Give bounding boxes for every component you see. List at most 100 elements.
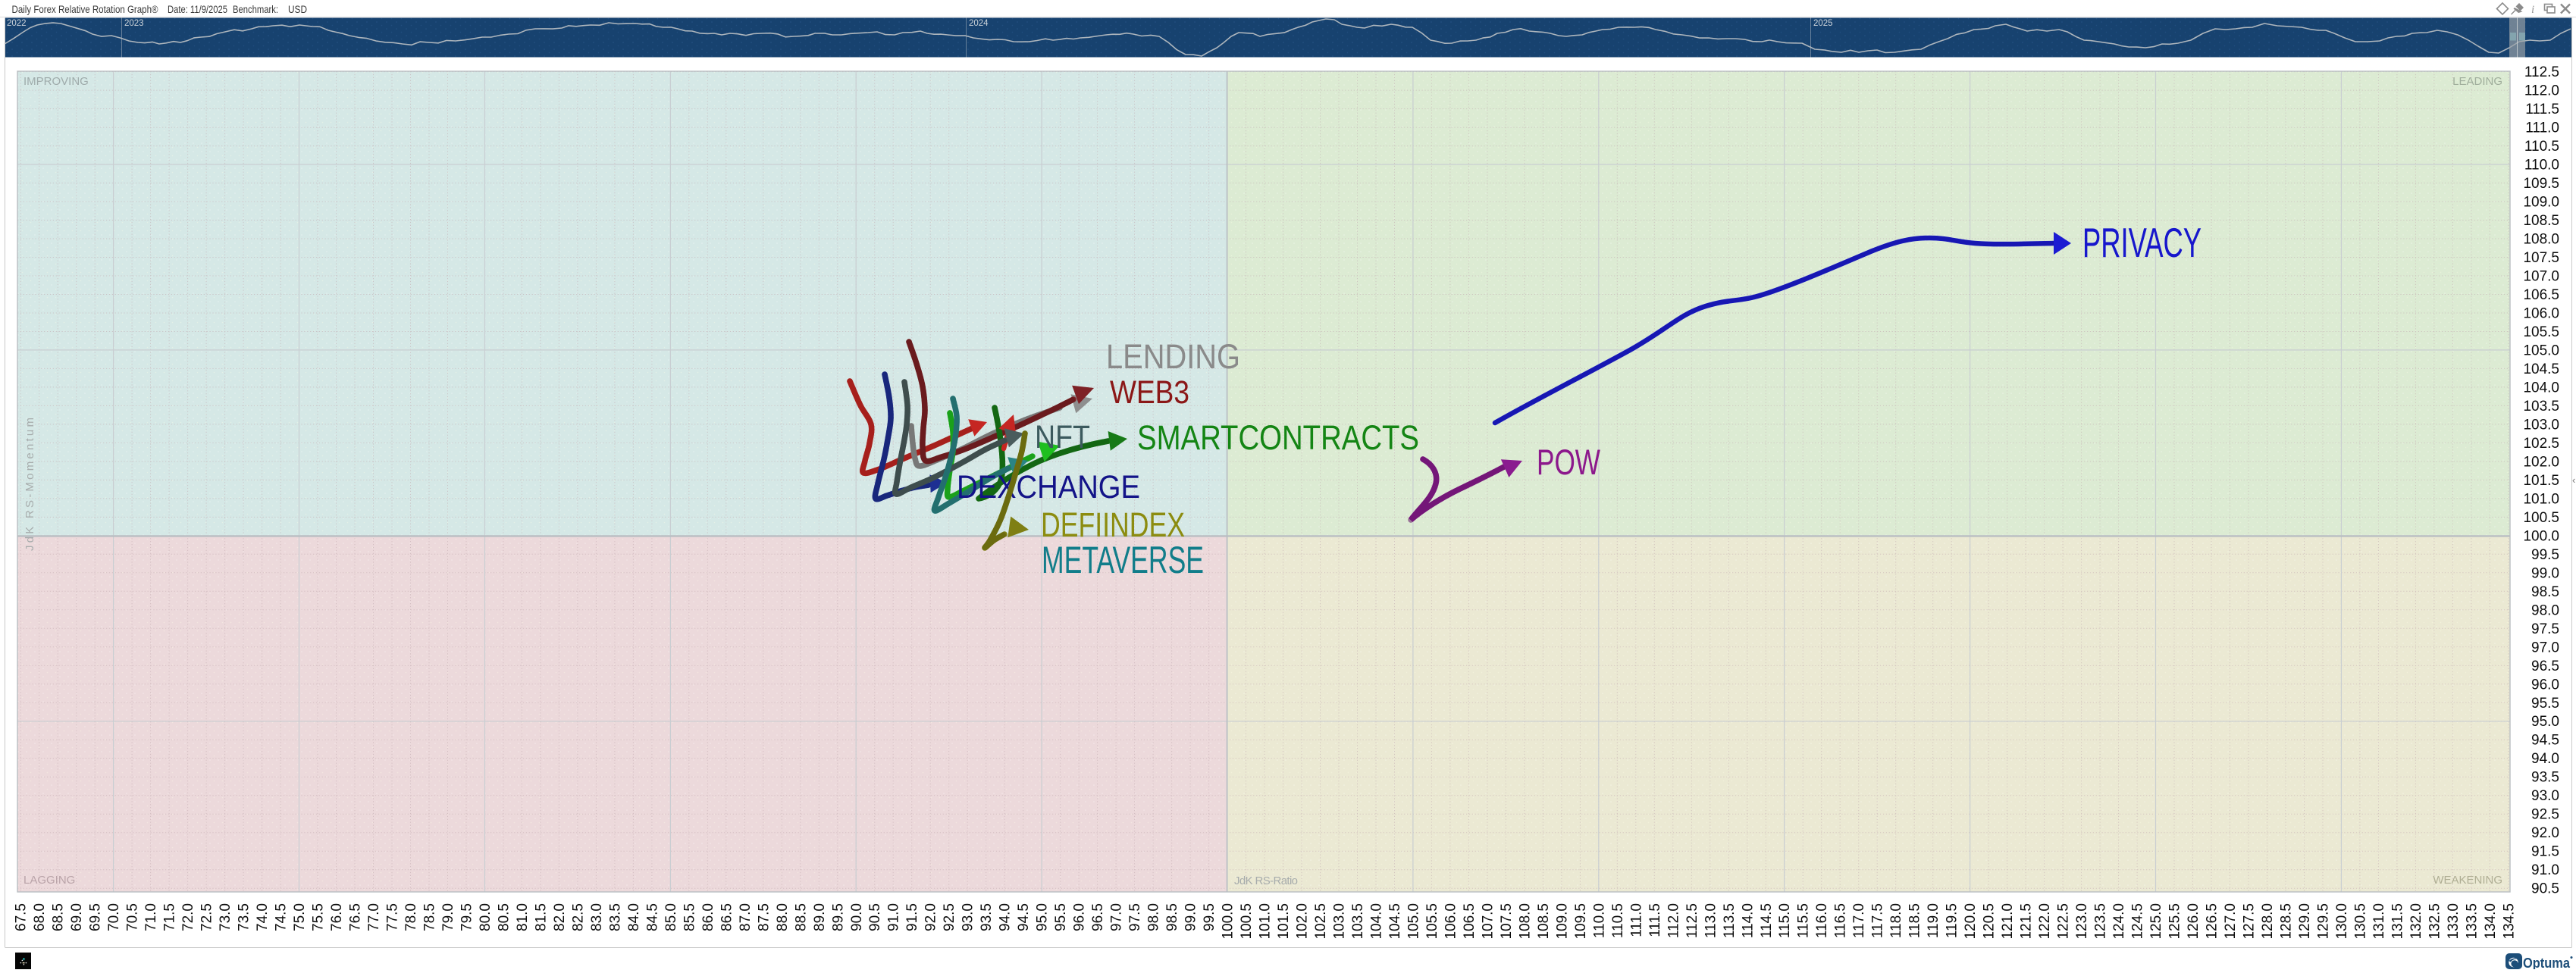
svg-text:94.5: 94.5 (2531, 733, 2559, 749)
svg-text:95.5: 95.5 (2531, 696, 2559, 712)
svg-text:73.0: 73.0 (218, 903, 233, 931)
svg-text:97.0: 97.0 (2531, 640, 2559, 655)
svg-text:74.0: 74.0 (255, 903, 271, 931)
svg-text:103.5: 103.5 (1350, 903, 1366, 940)
svg-text:124.0: 124.0 (2111, 903, 2127, 940)
svg-text:76.5: 76.5 (348, 903, 364, 931)
svg-text:93.0: 93.0 (2531, 788, 2559, 804)
svg-text:131.5: 131.5 (2390, 903, 2405, 940)
svg-text:89.0: 89.0 (812, 903, 828, 931)
svg-text:69.0: 69.0 (69, 903, 85, 931)
svg-text:109.0: 109.0 (1554, 903, 1570, 940)
svg-text:134.0: 134.0 (2483, 903, 2499, 940)
svg-text:80.0: 80.0 (478, 903, 494, 931)
svg-text:124.5: 124.5 (2130, 903, 2146, 940)
svg-text:97.0: 97.0 (1109, 903, 1125, 931)
svg-text:77.5: 77.5 (385, 903, 401, 931)
svg-text:127.0: 127.0 (2223, 903, 2239, 940)
svg-text:108.5: 108.5 (1536, 903, 1552, 940)
svg-text:133.0: 133.0 (2446, 903, 2462, 940)
svg-text:107.5: 107.5 (2523, 250, 2559, 266)
svg-text:128.5: 128.5 (2279, 903, 2295, 940)
svg-text:113.0: 113.0 (1703, 903, 1719, 938)
svg-text:98.5: 98.5 (1164, 903, 1180, 931)
svg-text:72.5: 72.5 (199, 903, 215, 931)
svg-text:104.5: 104.5 (2523, 361, 2559, 377)
svg-text:71.5: 71.5 (162, 903, 178, 931)
svg-text:Optuma: Optuma (2523, 956, 2571, 969)
svg-text:89.5: 89.5 (830, 903, 846, 931)
svg-text:DEFIINDEX: DEFIINDEX (1041, 505, 1185, 544)
svg-text:101.0: 101.0 (2523, 491, 2559, 507)
svg-text:90.5: 90.5 (867, 903, 883, 931)
svg-text:103.5: 103.5 (2523, 399, 2559, 415)
svg-text:105.5: 105.5 (1424, 903, 1440, 940)
svg-text:86.5: 86.5 (719, 903, 735, 931)
svg-text:104.0: 104.0 (2523, 380, 2559, 396)
svg-text:119.0: 119.0 (1926, 903, 1941, 938)
svg-text:94.0: 94.0 (2531, 751, 2559, 767)
svg-text:95.0: 95.0 (1035, 903, 1051, 931)
svg-text:92.5: 92.5 (2531, 807, 2559, 823)
svg-text:108.0: 108.0 (1517, 903, 1533, 940)
svg-text:83.0: 83.0 (589, 903, 605, 931)
svg-text:82.0: 82.0 (552, 903, 568, 931)
svg-text:100.5: 100.5 (2523, 510, 2559, 526)
svg-text:97.5: 97.5 (2531, 621, 2559, 637)
svg-text:133.5: 133.5 (2464, 903, 2480, 940)
svg-text:92.5: 92.5 (942, 903, 957, 931)
svg-text:78.5: 78.5 (422, 903, 438, 931)
svg-text:87.5: 87.5 (756, 903, 772, 931)
svg-text:111.0: 111.0 (2525, 120, 2559, 136)
svg-text:111.5: 111.5 (1647, 903, 1663, 937)
svg-text:JdK RS-Ratio: JdK RS-Ratio (1234, 874, 1298, 887)
svg-text:112.5: 112.5 (1684, 903, 1700, 938)
svg-text:79.5: 79.5 (459, 903, 475, 931)
svg-text:94.0: 94.0 (998, 903, 1014, 931)
svg-text:90.0: 90.0 (849, 903, 865, 931)
svg-text:2024: 2024 (969, 19, 989, 28)
svg-text:127.5: 127.5 (2242, 903, 2258, 940)
svg-text:75.0: 75.0 (292, 903, 308, 931)
svg-text:117.0: 117.0 (1851, 903, 1867, 938)
svg-text:WEAKENING: WEAKENING (2433, 874, 2502, 887)
svg-text:109.5: 109.5 (2523, 176, 2559, 192)
svg-text:116.5: 116.5 (1833, 903, 1849, 938)
svg-text:107.5: 107.5 (1499, 903, 1515, 940)
svg-text:85.5: 85.5 (682, 903, 697, 931)
svg-text:96.5: 96.5 (1090, 903, 1106, 931)
svg-text:81.0: 81.0 (515, 903, 531, 931)
svg-text:95.0: 95.0 (2531, 714, 2559, 730)
svg-text:85.0: 85.0 (663, 903, 679, 931)
svg-text:98.5: 98.5 (2531, 584, 2559, 600)
svg-text:122.5: 122.5 (2056, 903, 2072, 940)
svg-text:72.0: 72.0 (180, 903, 196, 931)
svg-text:129.0: 129.0 (2297, 903, 2313, 940)
svg-text:90.5: 90.5 (2531, 881, 2559, 897)
svg-text:101.5: 101.5 (1276, 903, 1292, 940)
svg-text:110.5: 110.5 (1610, 903, 1626, 938)
svg-text:111.5: 111.5 (2525, 102, 2559, 117)
svg-text:134.5: 134.5 (2501, 903, 2517, 940)
svg-text:SMARTCONTRACTS: SMARTCONTRACTS (1137, 418, 1419, 457)
svg-text:101.5: 101.5 (2523, 473, 2559, 489)
svg-text:LAGGING: LAGGING (24, 874, 75, 887)
svg-text:87.0: 87.0 (738, 903, 754, 931)
svg-text:67.5: 67.5 (14, 903, 30, 931)
svg-text:86.0: 86.0 (700, 903, 716, 931)
svg-text:115.0: 115.0 (1777, 903, 1793, 938)
svg-text:103.0: 103.0 (2523, 417, 2559, 433)
svg-text:109.0: 109.0 (2523, 195, 2559, 211)
svg-text:LENDING: LENDING (1106, 337, 1240, 376)
svg-text:i: i (2531, 4, 2534, 16)
svg-text:103.0: 103.0 (1332, 903, 1348, 940)
svg-text:121.5: 121.5 (2019, 903, 2035, 940)
svg-text:123.0: 123.0 (2074, 903, 2090, 940)
svg-text:121.0: 121.0 (2000, 903, 2016, 940)
svg-text:79.0: 79.0 (440, 903, 456, 931)
svg-text:125.0: 125.0 (2148, 903, 2164, 940)
svg-text:68.5: 68.5 (51, 903, 67, 931)
svg-text:82.5: 82.5 (570, 903, 586, 931)
svg-text:74.5: 74.5 (274, 903, 290, 931)
svg-text:68.0: 68.0 (32, 903, 48, 931)
